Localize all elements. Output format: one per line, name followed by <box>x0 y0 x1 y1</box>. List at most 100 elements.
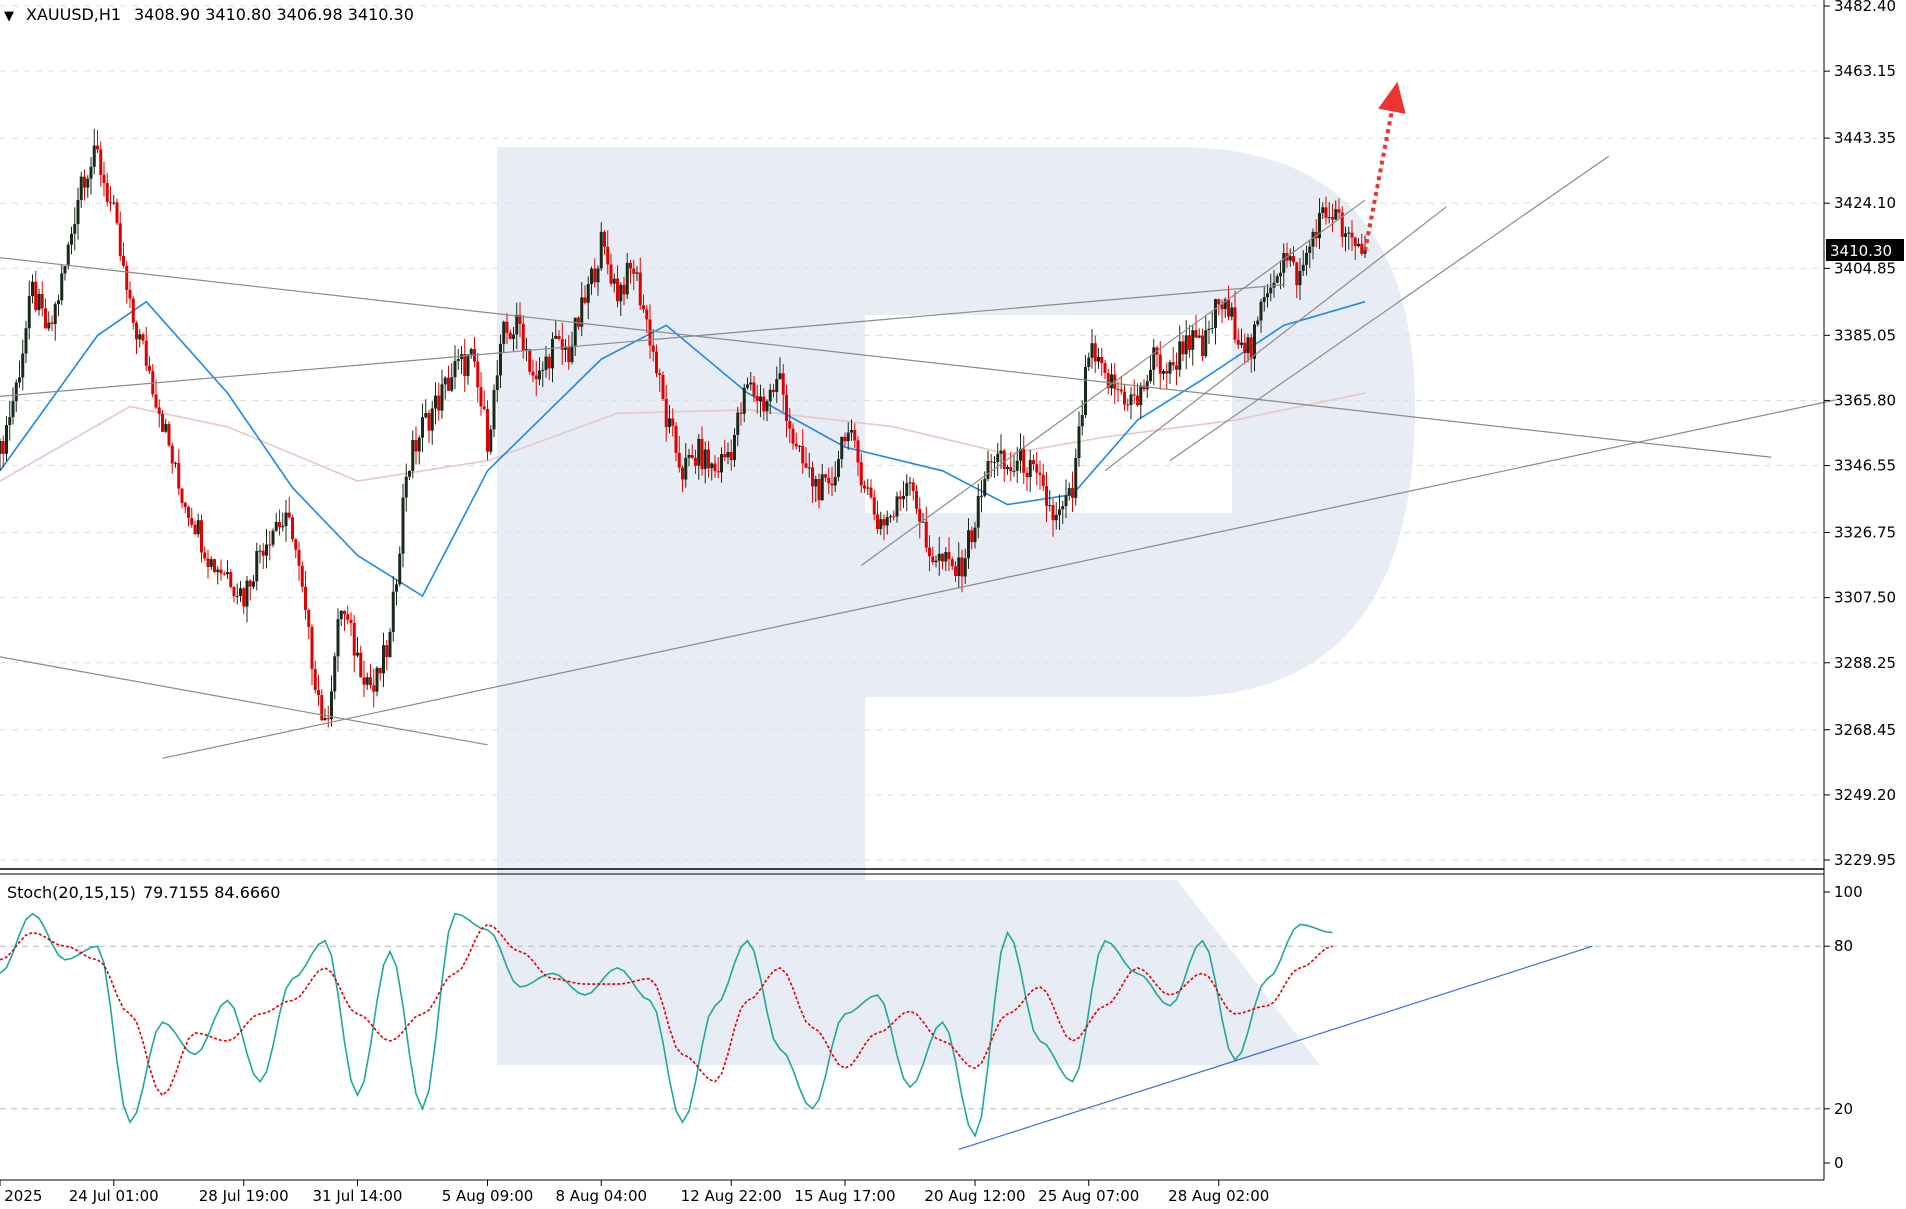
current-price-box <box>1826 239 1904 261</box>
forecast-arrow-head <box>1378 81 1406 114</box>
candle-body <box>1090 343 1094 358</box>
candle-body <box>388 631 392 658</box>
candle-body <box>1165 370 1169 374</box>
candle-body <box>1175 365 1178 370</box>
price-trendline[interactable] <box>0 257 1772 458</box>
candle-body <box>866 487 870 489</box>
candle-body <box>1032 460 1035 465</box>
candle-body <box>271 530 275 545</box>
candle-body <box>486 409 489 452</box>
trendline-group[interactable] <box>0 155 1837 759</box>
candle-body <box>434 395 437 409</box>
candle-body <box>274 522 278 531</box>
candlestick-series <box>0 128 1367 728</box>
stochastic-trendline[interactable] <box>958 945 1593 1151</box>
candle-body <box>482 406 486 410</box>
candle-body <box>479 387 483 407</box>
candle-body <box>245 580 249 607</box>
candle-body <box>1152 347 1156 370</box>
candle-body <box>235 595 239 597</box>
price-trendline[interactable] <box>0 284 1284 397</box>
candle-body <box>827 477 831 484</box>
candle-body <box>66 244 70 267</box>
candle-body <box>50 322 54 324</box>
indicator-values: 79.7155 84.6660 <box>143 883 280 902</box>
candle-body <box>167 424 171 446</box>
candle-body <box>983 478 987 496</box>
candle-body <box>996 453 1000 463</box>
candle-body <box>261 550 265 556</box>
candle-body <box>1188 335 1191 350</box>
candle-body <box>278 522 281 528</box>
candle-body <box>954 566 957 577</box>
candle-body <box>1080 414 1084 427</box>
candle-body <box>869 487 873 498</box>
candle-body <box>707 449 710 469</box>
stoch-tick-label: 100 <box>1834 883 1863 901</box>
time-tick-label: 28 Jul 19:00 <box>199 1187 289 1205</box>
candle-body <box>362 677 366 685</box>
price-trendline[interactable] <box>162 399 1837 759</box>
price-trendline[interactable] <box>0 656 488 746</box>
current-price-text: 3410.30 <box>1830 242 1892 260</box>
candle-body <box>86 178 90 188</box>
candle-body <box>398 553 402 585</box>
time-axis[interactable]: 21 Jul 2025 24 Jul 01:00 28 Jul 19:00 31 Ju… <box>0 1180 1269 1205</box>
candle-body <box>944 552 948 562</box>
candle-body <box>898 496 902 500</box>
candle-body <box>1305 252 1308 265</box>
candle-body <box>164 424 168 432</box>
candle-body <box>1015 460 1019 471</box>
candle-body <box>31 281 34 297</box>
candle-body <box>1308 246 1312 253</box>
stoch-trendline-line[interactable] <box>958 945 1593 1151</box>
candle-body <box>1171 362 1175 366</box>
candle-body <box>515 314 519 335</box>
candle-body <box>5 425 8 454</box>
triangle-down-icon[interactable]: ▼ <box>4 9 14 24</box>
price-trendline[interactable] <box>1169 155 1610 462</box>
time-tick-label: 20 Aug 12:00 <box>924 1187 1025 1205</box>
candle-body <box>1035 464 1039 473</box>
candle-body <box>492 389 496 430</box>
candle-body <box>853 430 857 441</box>
candle-body <box>651 345 655 352</box>
candle-body <box>11 401 15 418</box>
candle-body <box>190 517 194 525</box>
candle-body <box>1288 256 1292 261</box>
candle-body <box>502 321 506 344</box>
candle-body <box>762 396 766 412</box>
candle-body <box>1129 394 1133 406</box>
price-trendline[interactable] <box>860 199 1366 567</box>
candle-body <box>967 530 970 559</box>
candle-body <box>34 281 38 311</box>
candle-body <box>304 586 307 610</box>
candle-body <box>560 339 564 350</box>
candle-body <box>551 338 554 369</box>
candle-body <box>801 445 805 464</box>
slow-moving-average <box>0 392 1366 482</box>
candle-body <box>820 474 824 501</box>
candle-body <box>408 470 411 477</box>
candle-body <box>664 398 668 428</box>
candle-body <box>44 308 47 329</box>
price-axis[interactable]: 3482.40 3463.15 3443.35 3424.10 3404.85 3385.… <box>1824 0 1896 869</box>
price-trendline[interactable] <box>1104 206 1447 472</box>
candle-body <box>580 297 584 327</box>
candle-body <box>713 463 717 472</box>
candle-body <box>177 462 181 489</box>
candle-body <box>554 335 558 339</box>
candle-body <box>768 389 772 402</box>
candle-body <box>1236 339 1240 345</box>
candle-body <box>889 516 892 518</box>
candle-body <box>1097 356 1100 362</box>
candle-body <box>1093 343 1097 362</box>
price-tick-label: 3268.45 <box>1834 721 1896 739</box>
candle-body <box>775 379 779 393</box>
candle-body <box>918 508 922 522</box>
symbol-label: XAUUSD,H1 <box>26 5 121 24</box>
candle-body <box>1067 488 1071 496</box>
candle-body <box>1074 458 1078 498</box>
candle-body <box>469 349 473 355</box>
